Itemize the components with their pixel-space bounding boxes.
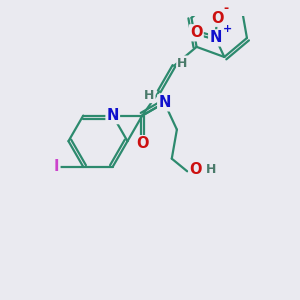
Text: O: O xyxy=(190,25,202,40)
Text: +: + xyxy=(222,24,232,34)
Text: O: O xyxy=(189,162,202,177)
Text: H: H xyxy=(177,56,188,70)
Text: N: N xyxy=(106,108,119,123)
Text: O: O xyxy=(136,136,148,151)
Text: H: H xyxy=(144,89,154,102)
Text: N: N xyxy=(209,30,222,45)
Text: N: N xyxy=(158,95,171,110)
Text: -: - xyxy=(223,2,228,15)
Text: I: I xyxy=(54,159,59,174)
Text: H: H xyxy=(206,164,217,176)
Text: O: O xyxy=(211,11,224,26)
